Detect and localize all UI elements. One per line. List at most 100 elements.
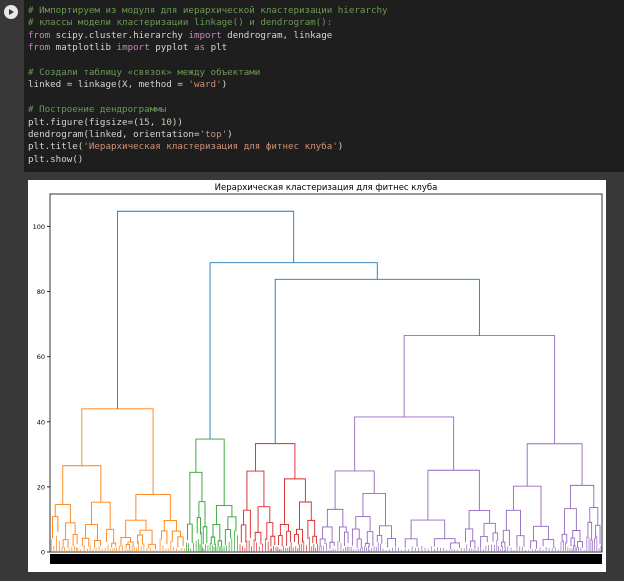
dendrogram-link <box>254 531 262 545</box>
y-tick-label: 80 <box>37 288 45 296</box>
code-token: 'top' <box>199 128 228 140</box>
dendrogram-link <box>516 535 525 547</box>
dendrogram-figure: Иерархическая кластеризация для фитнес к… <box>28 180 606 572</box>
dendrogram-link <box>81 537 90 547</box>
dendrogram-link <box>502 529 510 546</box>
code-token: pyplot <box>149 42 194 54</box>
code-token: scipy.cluster.hierarchy <box>50 29 189 41</box>
dendrogram-link <box>240 524 247 543</box>
dendrogram-link <box>530 540 537 549</box>
dendrogram-link <box>209 262 378 440</box>
dendrogram-link <box>278 535 283 547</box>
code-editor[interactable]: # Импортируем из модуля для иерархическо… <box>24 0 624 172</box>
dendrogram-link <box>569 484 595 509</box>
dendrogram-link <box>480 535 488 548</box>
dendrogram-link <box>266 522 274 541</box>
code-token: 'ward' <box>188 79 222 91</box>
dendrogram-link <box>355 516 371 532</box>
dendrogram-link <box>62 539 69 549</box>
dendrogram-link <box>177 536 184 548</box>
code-line: # классы модели кластеризации linkage() … <box>28 17 624 29</box>
dendrogram-chart: Иерархическая кластеризация для фитнес к… <box>33 183 603 564</box>
dendrogram-link <box>257 506 271 533</box>
code-token: from <box>28 42 51 54</box>
dendrogram-link <box>387 538 396 548</box>
code-token: plt.figure(figsize=( <box>28 116 139 128</box>
code-line <box>28 92 624 104</box>
dendrogram-link <box>246 470 265 511</box>
code-token: 'Иерархическая кластеризация для фитнес … <box>83 141 338 153</box>
code-token: # Создали таблицу «связок» между объекта… <box>28 66 261 78</box>
dendrogram-link <box>339 526 347 542</box>
dendrogram-link <box>65 522 76 540</box>
y-tick-label: 0 <box>41 549 45 557</box>
code-token: ) <box>227 128 233 140</box>
dendrogram-link <box>334 470 375 510</box>
dendrogram-link <box>468 509 491 529</box>
code-line: from matplotlib import pyplot as plt <box>28 42 624 54</box>
dendrogram-link <box>294 533 299 545</box>
code-line: dendrogram(linked, orientation='top') <box>28 129 624 141</box>
y-tick-label: 60 <box>37 353 45 361</box>
code-token: plt.show() <box>28 153 84 165</box>
dendrogram-link <box>254 443 296 479</box>
code-token: dendrogram, linkage <box>221 29 333 41</box>
dendrogram-link <box>505 509 521 536</box>
dendrogram-link <box>512 485 542 527</box>
dendrogram-link <box>81 408 154 495</box>
dendrogram-link <box>210 536 216 546</box>
dendrogram-link <box>561 533 568 544</box>
play-icon <box>9 9 14 15</box>
dendrogram-link <box>542 539 555 549</box>
code-token: plt <box>205 42 228 54</box>
dendrogram-link <box>125 544 131 550</box>
dendrogram-link <box>279 523 289 536</box>
dendrogram-link <box>139 529 153 545</box>
dendrogram-link <box>501 541 506 549</box>
dendrogram-link <box>135 493 171 521</box>
dendrogram-link <box>52 516 59 539</box>
code-token: matplotlib <box>50 42 117 54</box>
dendrogram-link <box>62 465 102 505</box>
code-token: import <box>188 29 222 41</box>
dendrogram-link <box>161 530 168 545</box>
code-token: dendrogram(linked, orientation= <box>28 128 200 140</box>
code-token: ) <box>337 141 344 153</box>
dendrogram-link <box>587 521 593 541</box>
y-tick-label: 100 <box>33 223 45 231</box>
dendrogram-link <box>319 538 326 547</box>
dendrogram-link <box>117 210 295 409</box>
dendrogram-link <box>572 530 581 542</box>
dendrogram-link <box>343 531 349 547</box>
code-token: 15 <box>138 116 150 128</box>
code-line: plt.figure(figsize=(15, 10)) <box>28 117 624 129</box>
dendrogram-link <box>595 524 601 545</box>
dendrogram-link <box>94 540 102 548</box>
run-cell-button[interactable] <box>4 5 18 19</box>
dendrogram-link <box>366 531 374 547</box>
dendrogram-link <box>198 501 206 527</box>
code-line: # Построение дендрограммы <box>28 104 624 116</box>
dendrogram-link <box>274 278 480 444</box>
code-line <box>28 55 624 67</box>
code-token: as <box>194 42 206 54</box>
dendrogram-link <box>410 519 446 539</box>
dendrogram-link <box>227 516 237 532</box>
y-tick-label: 20 <box>37 483 45 491</box>
code-token: plt.title( <box>28 141 84 153</box>
cell-gutter <box>0 0 24 581</box>
code-token: # Построение дендрограммы <box>28 104 167 116</box>
y-tick-label: 40 <box>37 418 45 426</box>
dendrogram-link <box>526 443 583 487</box>
dendrogram-link <box>163 520 177 532</box>
dendrogram-link <box>106 528 115 544</box>
dendrogram-link <box>91 501 111 530</box>
dendrogram-link <box>187 523 193 544</box>
code-token: )) <box>171 116 183 128</box>
dendrogram-link <box>243 509 251 538</box>
dendrogram-link <box>224 529 231 546</box>
code-token: # Импортируем из модуля для иерархическо… <box>28 5 388 16</box>
dendrogram-link <box>351 528 360 546</box>
x-tick-labels-band <box>50 554 602 564</box>
